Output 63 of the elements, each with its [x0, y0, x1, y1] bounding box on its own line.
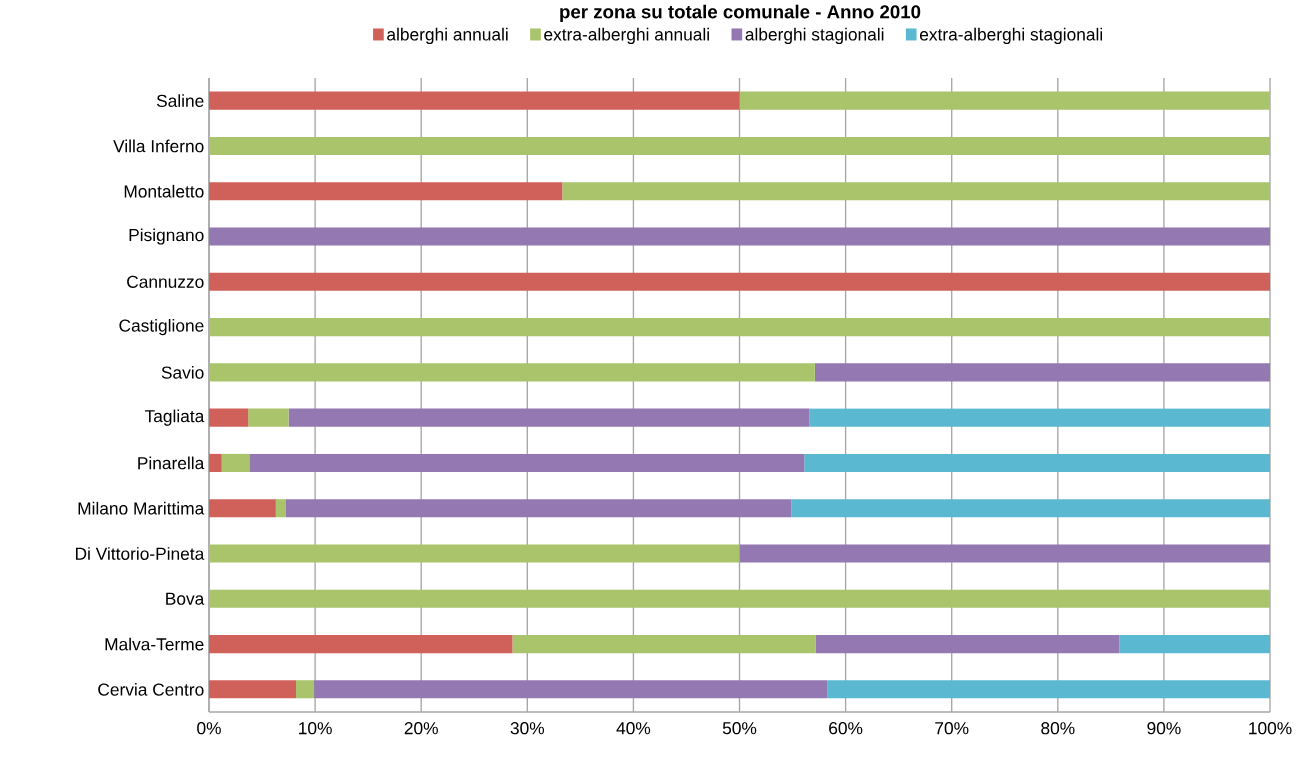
bar	[209, 91, 740, 110]
bar	[809, 408, 1271, 427]
bar	[249, 453, 805, 472]
bar	[791, 499, 1271, 518]
y-tick-label: Villa Inferno	[113, 139, 204, 153]
bar	[296, 680, 315, 699]
y-tick-label: Saline	[156, 94, 204, 108]
legend-label: extra-alberghi annuali	[544, 27, 709, 45]
bar	[739, 91, 1271, 110]
bar	[209, 680, 296, 699]
bar	[209, 453, 222, 472]
bar	[512, 635, 816, 654]
y-tick-label: Di Vittorio-Pineta	[75, 547, 205, 560]
bar	[209, 227, 1271, 246]
x-tick-label: 60%	[829, 722, 863, 735]
legend-label: alberghi annuali	[387, 27, 508, 45]
bar	[739, 544, 1271, 563]
bar	[1119, 635, 1271, 654]
bar	[314, 680, 828, 699]
x-tick-label: 100%	[1249, 722, 1292, 735]
bar	[815, 635, 1120, 654]
bar	[288, 408, 810, 427]
y-tick-label: Cannuzzo	[127, 275, 204, 288]
bar	[221, 453, 250, 472]
x-tick-label: 10%	[299, 722, 332, 735]
y-tick-label: Pinarella	[138, 456, 205, 470]
bar	[248, 408, 289, 427]
bar	[814, 363, 1271, 382]
bar	[275, 499, 286, 518]
bar	[804, 453, 1271, 472]
y-tick-label: Bova	[166, 592, 205, 605]
bar	[209, 635, 513, 654]
bar	[209, 272, 1271, 291]
bar	[209, 408, 249, 427]
bar	[209, 182, 563, 201]
bar	[562, 182, 1271, 201]
bar	[285, 499, 792, 518]
x-tick-label: 50%	[722, 722, 757, 735]
chart-title: per zona su totale comunale - Anno 2010	[560, 4, 921, 23]
x-tick-label: 80%	[1041, 722, 1075, 735]
y-tick-label: Malva-Terme	[105, 637, 204, 651]
x-tick-label: 20%	[404, 722, 438, 735]
bar	[827, 680, 1271, 699]
bar	[209, 589, 1271, 608]
y-tick-label: Pisignano	[129, 228, 204, 245]
y-tick-label: Milano Marittima	[78, 501, 205, 515]
legend-label: extra-alberghi stagionali	[919, 27, 1103, 45]
x-tick-label: 70%	[935, 722, 969, 735]
bar	[209, 499, 276, 518]
x-tick-label: 0%	[197, 722, 221, 735]
x-tick-label: 90%	[1147, 722, 1181, 735]
y-tick-label: Castiglione	[119, 319, 204, 336]
bar	[209, 363, 815, 382]
bar	[209, 318, 1271, 337]
y-tick-label: Montaletto	[124, 184, 204, 198]
y-tick-label: Cervia Centro	[98, 683, 204, 696]
y-tick-label: Tagliata	[144, 409, 205, 426]
x-tick-label: 30%	[510, 722, 545, 735]
bar	[209, 136, 1271, 155]
legend-label: alberghi stagionali	[745, 27, 884, 45]
bar	[209, 544, 740, 563]
y-tick-label: Savio	[161, 366, 204, 379]
x-tick-label: 40%	[616, 722, 651, 735]
